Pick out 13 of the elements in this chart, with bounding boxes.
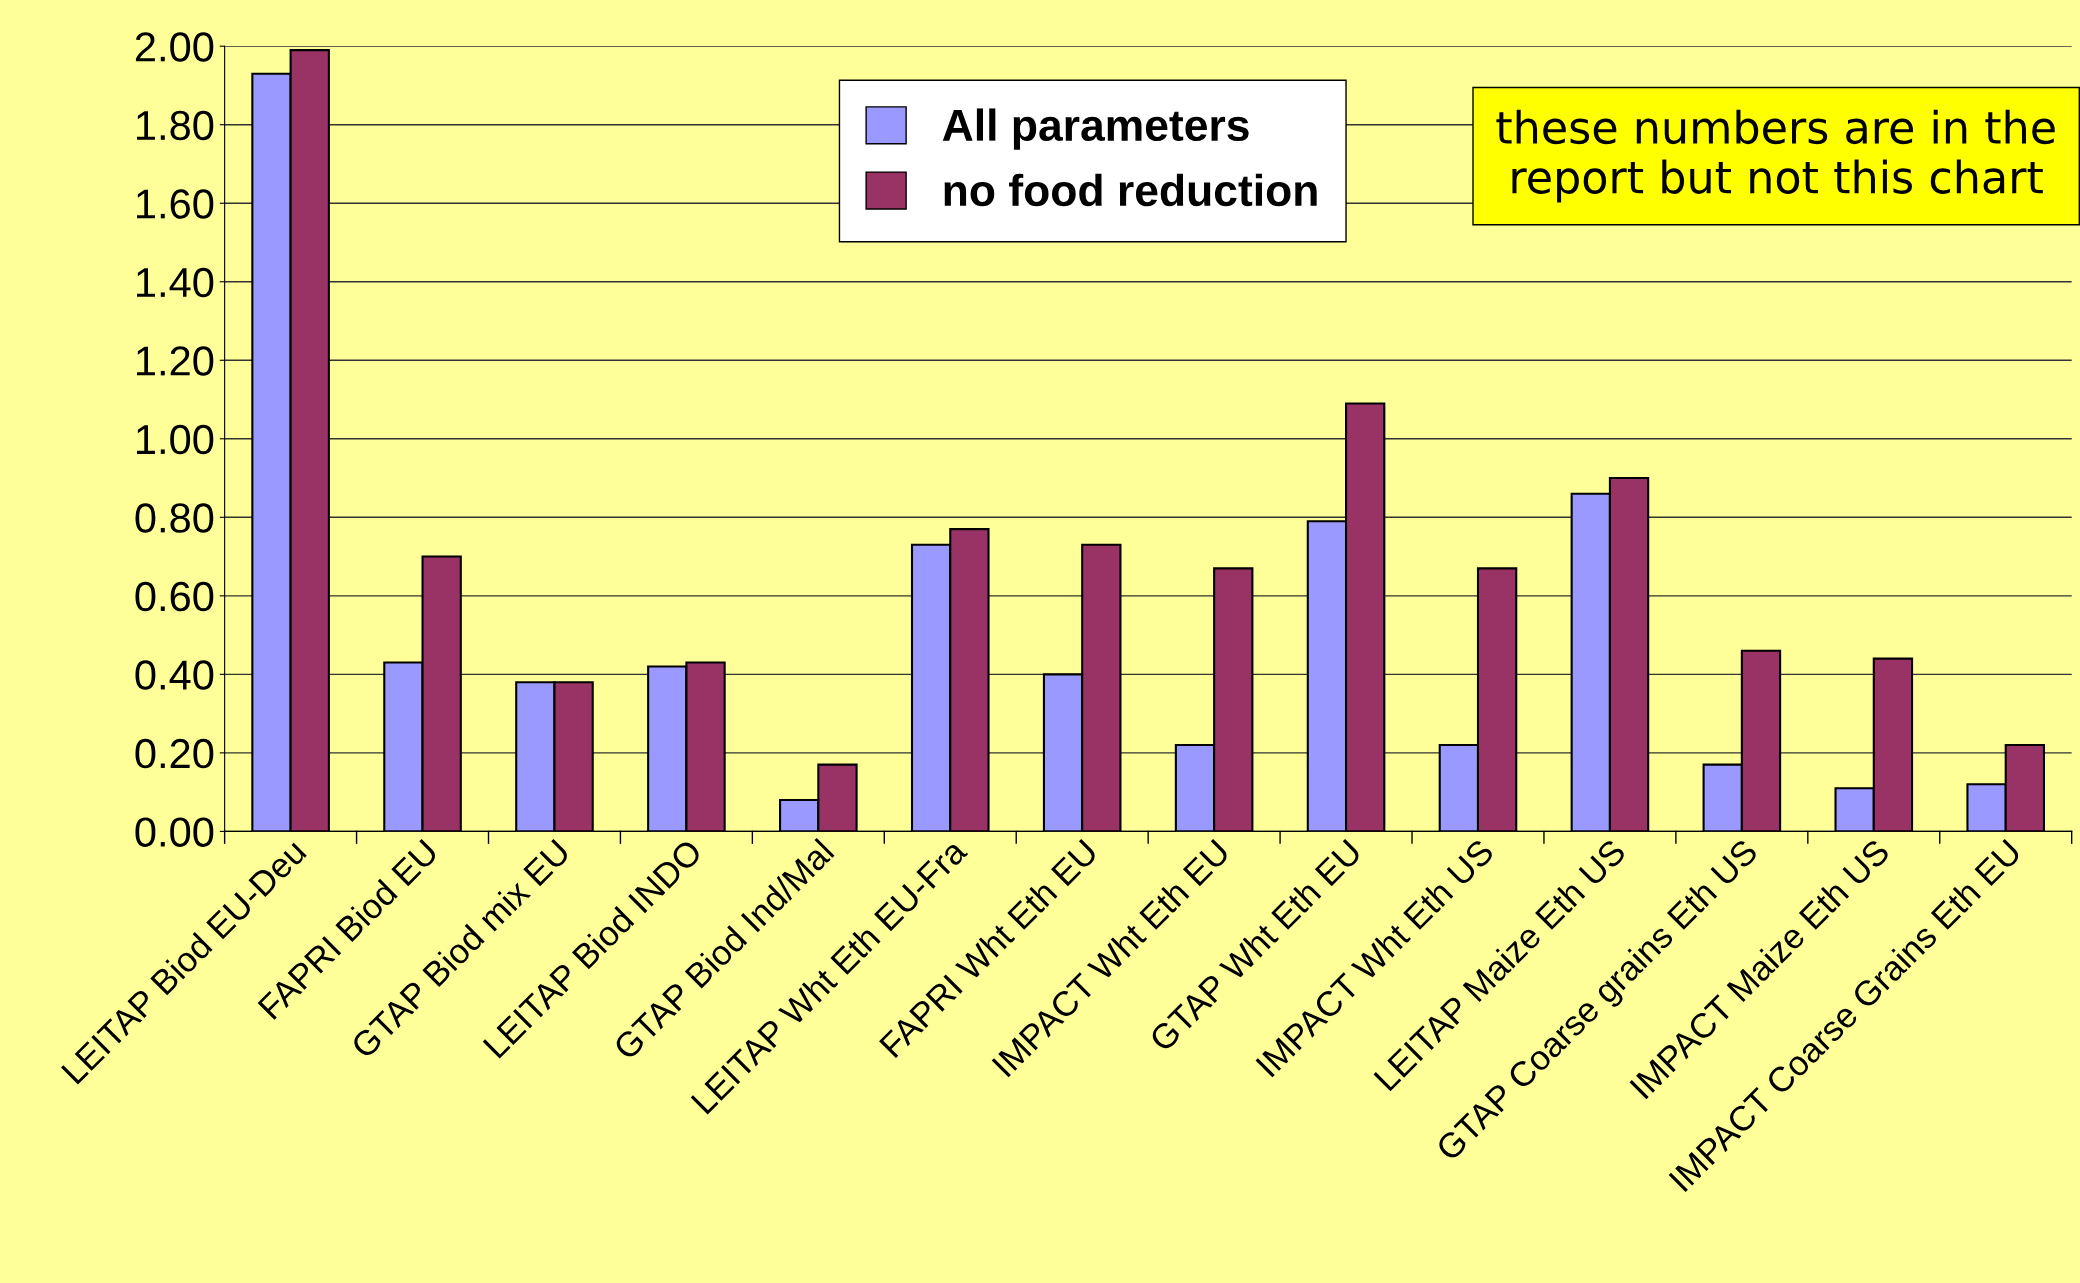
y-tick-label: 2.00 <box>135 32 214 62</box>
legend-label: no food reduction <box>944 173 1317 207</box>
legend-label: All parameters <box>942 108 1249 150</box>
y-tick-label: 1.20 <box>137 346 214 376</box>
annotation: these numbers are in the report but not this chart <box>1496 109 2055 203</box>
y-tick-label: 1.40 <box>137 267 214 298</box>
y-tick-label: 0.40 <box>135 660 214 690</box>
y-tick-label: 1.60 <box>137 189 214 219</box>
y-tick-label: 0.60 <box>135 581 214 612</box>
y-tick-label: 0.80 <box>135 503 214 533</box>
y-tick-label: 1.00 <box>137 424 214 455</box>
y-tick-label: 1.80 <box>137 110 214 141</box>
y-tick-label: 0.20 <box>135 738 214 769</box>
